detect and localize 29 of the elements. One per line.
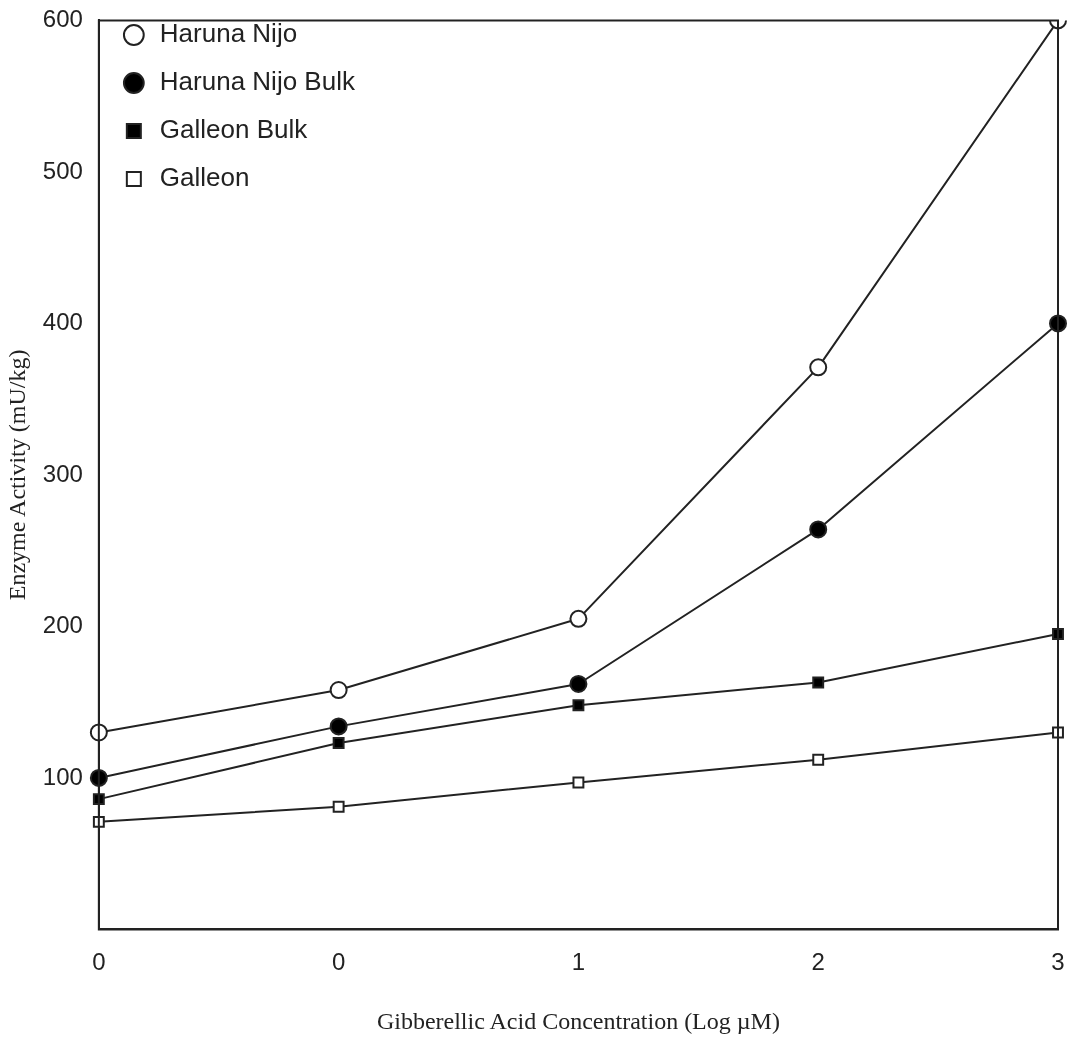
x-tick-label: 0 xyxy=(331,948,346,976)
x-tick-label: 0 xyxy=(92,948,106,976)
point xyxy=(572,699,585,712)
point xyxy=(809,358,828,377)
point xyxy=(809,520,828,539)
point xyxy=(572,776,585,789)
legend-label: Galleon xyxy=(159,162,250,193)
point xyxy=(569,609,588,628)
x-tick-label: 2 xyxy=(811,948,825,976)
y-tick-label: 600 xyxy=(42,5,83,33)
point xyxy=(329,717,348,736)
legend-label: Haruna Nijo Bulk xyxy=(159,66,356,97)
legend-label: Haruna Nijo xyxy=(159,18,298,49)
y-tick-label: 300 xyxy=(42,459,83,487)
y-tick-label: 200 xyxy=(42,611,83,639)
point xyxy=(569,674,588,693)
y-tick-label: 400 xyxy=(42,308,83,336)
point xyxy=(812,753,825,766)
y-axis-title: Enzyme Activity (mU/kg) xyxy=(3,349,30,601)
point xyxy=(332,800,345,813)
y-tick-label: 500 xyxy=(42,156,83,184)
point xyxy=(329,681,348,700)
x-axis-title: Gibberellic Acid Concentration (Log µM) xyxy=(376,1007,780,1034)
legend-label: Galleon Bulk xyxy=(159,114,309,145)
x-tick-label: 3 xyxy=(1051,948,1065,976)
y-tick-label: 100 xyxy=(42,762,83,790)
point xyxy=(812,676,825,689)
point xyxy=(332,737,345,750)
x-tick-label: 1 xyxy=(571,948,586,976)
